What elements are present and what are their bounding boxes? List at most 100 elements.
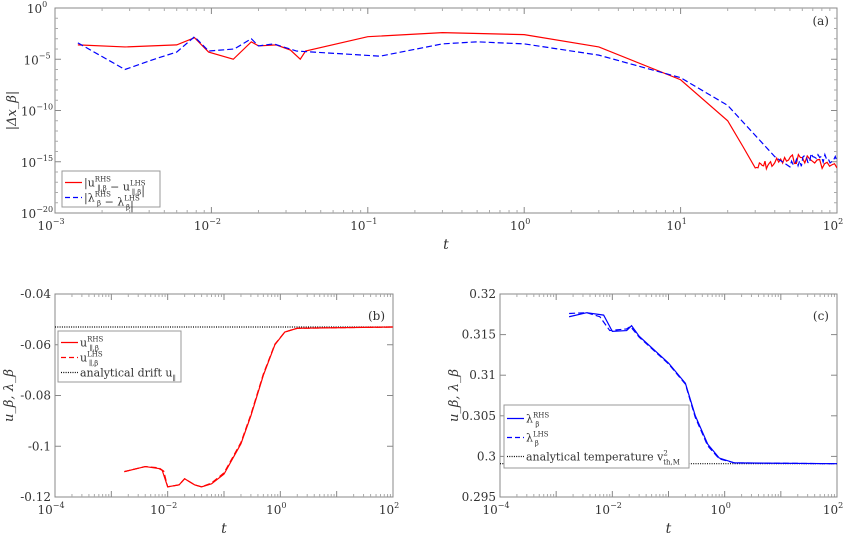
- legend-text: λ: [526, 413, 533, 426]
- tick-base: 10: [27, 2, 42, 16]
- y-tick-label: 0.3: [477, 449, 496, 463]
- tick-exp: −2: [165, 501, 177, 510]
- x-tick-label: 101: [666, 217, 686, 233]
- legend-text: u: [80, 337, 87, 350]
- tick-exp: −10: [36, 103, 53, 112]
- tick-exp: −1: [366, 217, 378, 226]
- tick-base: 10: [823, 219, 838, 233]
- tick-exp: 0: [281, 501, 286, 510]
- x-tick-label: 10−4: [482, 501, 509, 517]
- legend-sub: ∥,β: [132, 189, 142, 197]
- tick-base: 10: [194, 219, 209, 233]
- legend-sub: β: [97, 200, 101, 208]
- legend-text: analytical temperature v: [526, 451, 664, 464]
- tick-base: 10: [379, 503, 394, 517]
- legend-sup: LHS: [533, 431, 549, 439]
- tick-base: 10: [666, 219, 681, 233]
- legend-text: |: [130, 200, 134, 214]
- legend: |uRHS ∥,β − uLHS ∥,β||λRHS β − λLHS β|: [61, 170, 161, 214]
- tick-base: 10: [823, 503, 838, 517]
- legend-sub: β: [126, 204, 130, 212]
- tick-exp: −4: [53, 501, 65, 510]
- legend-text: |λ: [84, 192, 95, 206]
- legend-text: − λ: [101, 196, 124, 209]
- legend-sub: ∥,β: [89, 345, 99, 353]
- panel-label: (b): [368, 309, 385, 323]
- chart-panel-a: 10−3 10−2 10−1 100 101 10210010−510−1010−1510…: [5, 0, 843, 253]
- series-line-urhsulhs: [77, 31, 837, 171]
- x-tick-label: 102: [823, 217, 843, 233]
- x-tick-label: 10−3: [37, 217, 64, 233]
- y-tick-label: -0.1: [28, 439, 51, 453]
- tick-exp: −4: [498, 501, 510, 510]
- tick-base: 10: [21, 207, 36, 221]
- legend-box: [61, 170, 161, 208]
- tick-base: 10: [710, 503, 725, 517]
- tick-exp: 2: [838, 501, 843, 510]
- panel-label: (c): [813, 309, 829, 323]
- tick-base: 10: [510, 219, 525, 233]
- legend-sup: LHS: [130, 180, 146, 188]
- tick-exp: −20: [36, 205, 53, 214]
- x-tick-label: 102: [823, 501, 843, 517]
- legend-sup: RHS: [533, 412, 549, 420]
- y-axis-label: u_β, λ_β: [2, 369, 17, 422]
- x-tick-label: 102: [379, 501, 399, 517]
- x-axis-label: t: [443, 237, 449, 253]
- y-axis-label: |Δx_β|: [5, 91, 20, 131]
- legend-sub: ∥: [173, 375, 176, 383]
- legend-sub: th,M: [663, 459, 680, 467]
- tick-exp: −3: [53, 217, 65, 226]
- legend-text: λ: [526, 432, 533, 445]
- legend-sup: RHS: [95, 176, 111, 184]
- x-tick-label: 10−2: [595, 501, 622, 517]
- legend-sub: ∥,β: [89, 360, 99, 368]
- legend-sub: β: [535, 421, 539, 429]
- x-tick-label: 100: [266, 501, 286, 517]
- tick-exp: 0: [42, 0, 47, 9]
- y-tick-label: -0.12: [20, 490, 51, 504]
- y-tick-label: 100: [27, 0, 47, 16]
- x-axis-label: t: [666, 521, 672, 534]
- legend-sub: ∥,β: [97, 185, 107, 193]
- legend-label: λRHS β: [526, 412, 549, 429]
- tick-base: 10: [23, 53, 38, 67]
- plot-area: [54, 7, 838, 214]
- legend-sup: RHS: [87, 336, 103, 344]
- y-axis-label: u_β, λ_β: [447, 369, 462, 422]
- legend-sup: LHS: [87, 351, 103, 359]
- tick-exp: 0: [525, 217, 530, 226]
- legend-label: analytical drift u∥: [80, 367, 176, 383]
- y-tick-label: 10−10: [21, 103, 53, 119]
- legend-box: [503, 404, 690, 469]
- y-tick-label: 10−5: [23, 51, 50, 67]
- legend-text: analytical drift u: [80, 367, 173, 380]
- y-tick-label: -0.08: [20, 389, 51, 403]
- y-tick-label: 0.32: [469, 287, 496, 301]
- x-tick-label: 10−2: [150, 501, 177, 517]
- y-tick-label: 0.295: [462, 490, 496, 504]
- plot-area: [54, 293, 394, 498]
- tick-base: 10: [21, 105, 36, 119]
- tick-base: 10: [482, 503, 497, 517]
- x-tick-label: 10−1: [350, 217, 377, 233]
- tick-base: 10: [150, 503, 165, 517]
- tick-base: 10: [21, 156, 36, 170]
- legend-sup: RHS: [95, 191, 111, 199]
- tick-base: 10: [350, 219, 365, 233]
- tick-base: 10: [595, 503, 610, 517]
- y-tick-label: -0.04: [20, 287, 51, 301]
- legend-sub: β: [535, 440, 539, 448]
- series-line-ulhs: [124, 326, 393, 488]
- legend-text: u: [80, 352, 87, 365]
- chart-panel-b: 10−4 10−2 100 102-0.04-0.06-0.08-0.1-0.12tu…: [2, 287, 399, 534]
- x-tick-label: 100: [710, 501, 730, 517]
- tick-exp: 0: [726, 501, 731, 510]
- tick-exp: 1: [682, 217, 687, 226]
- y-tick-label: 10−20: [21, 205, 53, 221]
- legend-text: |u: [84, 177, 95, 191]
- legend-label: analytical temperature v2 th,M: [526, 450, 680, 467]
